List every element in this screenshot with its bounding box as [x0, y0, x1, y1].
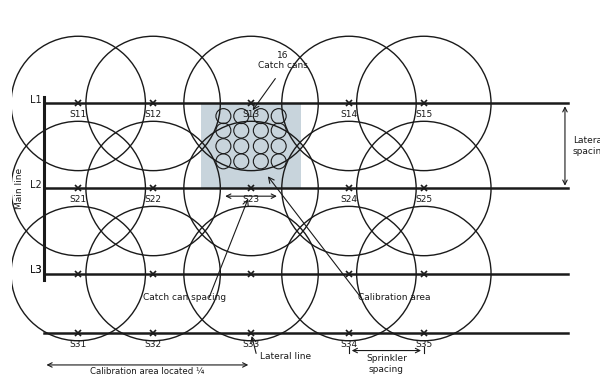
Text: L2: L2	[30, 180, 42, 190]
Text: S33: S33	[242, 340, 260, 349]
Text: S21: S21	[70, 195, 87, 204]
Text: L1: L1	[30, 95, 42, 104]
Text: S34: S34	[340, 340, 358, 349]
Text: L3: L3	[30, 265, 42, 275]
Text: S24: S24	[340, 195, 358, 204]
Text: S13: S13	[242, 110, 260, 119]
Text: S22: S22	[145, 195, 161, 204]
Text: S23: S23	[242, 195, 260, 204]
Text: S35: S35	[415, 340, 433, 349]
Text: Main line: Main line	[15, 168, 24, 209]
Text: S14: S14	[340, 110, 358, 119]
Text: Catch can spacing: Catch can spacing	[143, 293, 226, 302]
Text: Lateral line: Lateral line	[260, 352, 311, 362]
Text: Calibration area located ¼
lateral length from main: Calibration area located ¼ lateral lengt…	[90, 367, 205, 377]
Text: Sprinkler
spacing: Sprinkler spacing	[366, 354, 407, 374]
Text: S31: S31	[70, 340, 87, 349]
Text: S32: S32	[145, 340, 161, 349]
Text: L3: L3	[30, 265, 42, 275]
Bar	[200, 103, 301, 188]
Text: S15: S15	[415, 110, 433, 119]
Text: S25: S25	[415, 195, 433, 204]
Text: Calibration area: Calibration area	[358, 293, 430, 302]
Text: S12: S12	[145, 110, 161, 119]
Text: Lateral
spacing: Lateral spacing	[572, 136, 600, 156]
Text: 16
Catch cans: 16 Catch cans	[258, 51, 308, 70]
Text: S11: S11	[70, 110, 87, 119]
